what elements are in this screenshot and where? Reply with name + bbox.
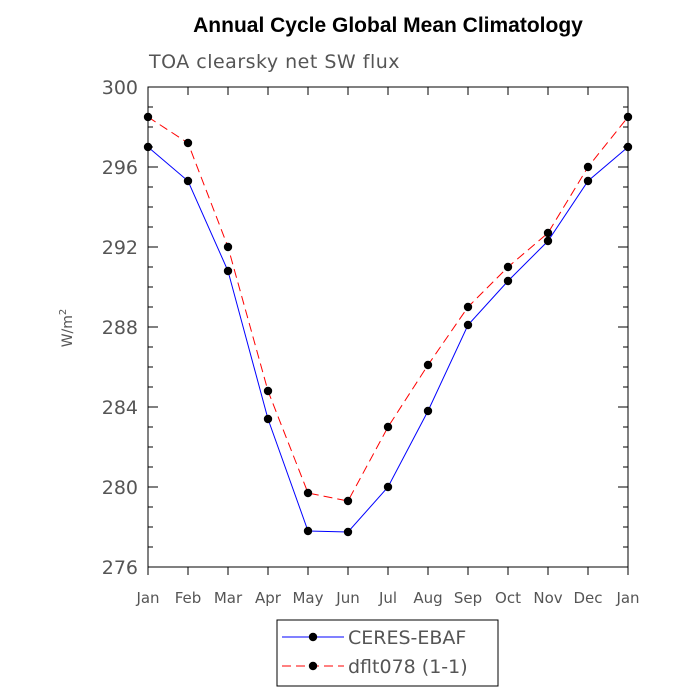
y-axis-label-superscript: 2 [58, 309, 69, 315]
data-point-dflt078-1-1 [303, 488, 313, 498]
y-tick-label: 276 [102, 557, 138, 579]
y-tick-label: 300 [102, 77, 138, 99]
data-point-ceres-ebaf [223, 266, 233, 276]
data-point-dflt078-1-1 [503, 262, 513, 272]
legend-label-ceres-ebaf: CERES-EBAF [348, 627, 466, 649]
x-tick-label: Jan [615, 589, 639, 607]
data-point-dflt078-1-1 [223, 242, 233, 252]
data-point-ceres-ebaf [423, 406, 433, 416]
data-point-ceres-ebaf [183, 176, 193, 186]
data-point-dflt078-1-1 [623, 112, 633, 122]
plot-area: 276 280 284 288 292 296 300 Jan Feb Mar Apr May Jun J… [102, 77, 640, 607]
x-tick-label: Apr [255, 589, 282, 607]
data-point-ceres-ebaf [143, 142, 153, 152]
data-point-dflt078-1-1 [383, 422, 393, 432]
data-point-ceres-ebaf [543, 236, 553, 246]
legend-box [276, 619, 499, 687]
y-tick-label: 292 [102, 237, 138, 259]
y-tick-label: 296 [102, 157, 138, 179]
data-point-dflt078-1-1 [423, 360, 433, 370]
data-point-dflt078-1-1 [183, 138, 193, 148]
legend-label-dflt078-1-1: dflt078 (1-1) [348, 656, 468, 678]
legend-marker-ceres-ebaf [308, 632, 318, 642]
data-point-ceres-ebaf [583, 176, 593, 186]
y-tick-label: 284 [102, 397, 138, 419]
data-point-dflt078-1-1 [263, 386, 273, 396]
data-point-ceres-ebaf [383, 482, 393, 492]
data-point-dflt078-1-1 [343, 496, 353, 506]
plot-frame [147, 86, 629, 568]
data-point-dflt078-1-1 [463, 302, 473, 312]
series-line-dflt078-1-1 [147, 116, 629, 502]
chart-title: Annual Cycle Global Mean Climatology [193, 14, 583, 37]
legend: CERES-EBAF dflt078 (1-1) [276, 619, 499, 687]
x-tick-label: Jun [335, 589, 359, 607]
y-axis-label: W/m2 [58, 309, 76, 348]
data-point-dflt078-1-1 [543, 228, 553, 238]
x-tick-label: Dec [573, 589, 602, 607]
x-tick-label: Sep [454, 589, 482, 607]
data-point-dflt078-1-1 [583, 162, 593, 172]
series-layer [143, 112, 633, 537]
data-point-ceres-ebaf [303, 526, 313, 536]
y-tick-label: 280 [102, 477, 138, 499]
data-point-ceres-ebaf [503, 276, 513, 286]
data-point-dflt078-1-1 [143, 112, 153, 122]
x-tick-label: Jan [135, 589, 159, 607]
x-tick-label: Jul [378, 589, 397, 607]
data-point-ceres-ebaf [263, 414, 273, 424]
data-point-ceres-ebaf [463, 320, 473, 330]
data-point-ceres-ebaf [343, 527, 353, 537]
chart-subtitle: TOA clearsky net SW flux [148, 51, 400, 73]
x-tick-label: Oct [495, 589, 521, 607]
legend-marker-dflt078-1-1 [308, 661, 318, 671]
x-tick-label: Feb [175, 589, 202, 607]
series-line-ceres-ebaf [147, 146, 629, 533]
y-tick-label: 288 [102, 317, 138, 339]
x-tick-label: Nov [533, 589, 562, 607]
x-tick-label: Mar [214, 589, 243, 607]
y-axis-label-text: W/m [60, 315, 76, 347]
x-tick-label: Aug [413, 589, 442, 607]
x-tick-label: May [292, 589, 323, 607]
data-point-ceres-ebaf [623, 142, 633, 152]
